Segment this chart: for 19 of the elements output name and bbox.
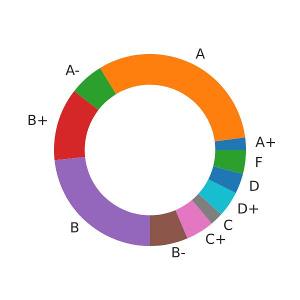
slice-label: A+ <box>255 136 276 147</box>
slice-label: C+ <box>206 234 226 244</box>
slice-label: D <box>250 180 259 191</box>
donut-slice <box>150 210 188 246</box>
slice-label: B+ <box>28 114 47 126</box>
slice-label: B- <box>172 247 185 258</box>
donut-slice <box>213 150 246 174</box>
slice-label: B <box>71 222 78 232</box>
slice-label: D+ <box>238 203 258 214</box>
donut-slice <box>208 166 243 194</box>
donut-slice <box>54 156 150 246</box>
slice-label: A <box>196 48 205 59</box>
donut-slice <box>198 179 236 214</box>
donut-slice <box>54 91 98 160</box>
donut-slice <box>214 137 246 150</box>
donut-slice <box>192 194 222 224</box>
slice-label: C <box>224 220 232 230</box>
slice-label: F <box>256 156 262 168</box>
slice-label: A- <box>66 64 79 76</box>
